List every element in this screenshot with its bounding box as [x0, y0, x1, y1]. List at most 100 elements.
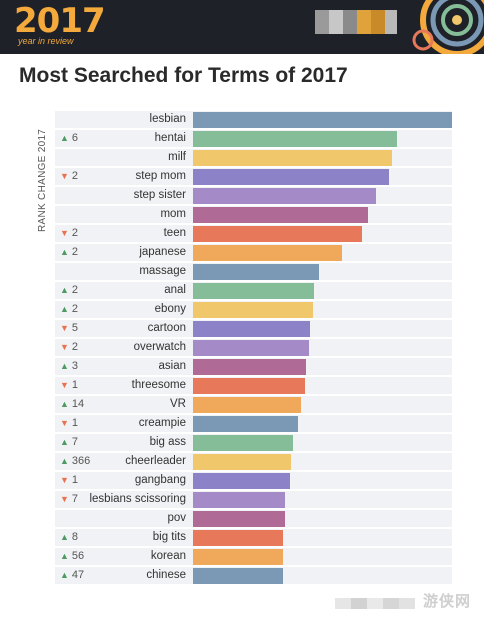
bar [193, 225, 362, 242]
term-label: anal [164, 284, 186, 296]
term-label: gangbang [134, 474, 186, 486]
rank-change: ▼ 2 [60, 167, 120, 186]
rank-down-icon: ▼ [60, 323, 69, 333]
bar [193, 567, 283, 584]
rank-change: ▲ 7 [60, 433, 120, 452]
rank-change: ▼ 5 [60, 319, 120, 338]
bar [193, 206, 368, 223]
bar [193, 377, 305, 394]
bar [193, 301, 313, 318]
rank-change: ▼ 2 [60, 338, 120, 357]
rank-change-value: 1 [71, 417, 79, 429]
term-label: milf [168, 151, 186, 163]
term-label: ebony [154, 303, 186, 315]
term-label: mom [160, 208, 186, 220]
rank-change-value: 7 [71, 436, 79, 448]
term-label: chinese [146, 569, 186, 581]
rank-change-value: 2 [71, 284, 79, 296]
rank-change: ▲ 2 [60, 281, 120, 300]
rank-change: ▼ 7 [60, 490, 120, 509]
bar [193, 111, 452, 128]
term-label: step sister [133, 189, 186, 201]
rank-change-value: 1 [71, 474, 79, 486]
brand-year: 2017 [14, 1, 106, 41]
bar [193, 339, 309, 356]
bar [193, 434, 293, 451]
rank-down-icon: ▼ [60, 380, 69, 390]
rank-change: ▲ 8 [60, 528, 120, 547]
bar [193, 168, 389, 185]
rank-change-value: 47 [71, 569, 85, 581]
rank-down-icon: ▼ [60, 494, 69, 504]
rank-down-icon: ▼ [60, 342, 69, 352]
term-label: creampie [138, 417, 186, 429]
bar [193, 187, 376, 204]
rank-up-icon: ▲ [60, 247, 69, 257]
bar [193, 453, 291, 470]
rank-up-icon: ▲ [60, 285, 69, 295]
rank-change-value: 6 [71, 132, 79, 144]
rank-change: ▲ 2 [60, 243, 120, 262]
rank-change-value: 1 [71, 379, 79, 391]
rank-change-value: 3 [71, 360, 79, 372]
term-label: overwatch [133, 341, 186, 353]
rank-change: ▼ 1 [60, 414, 120, 433]
term-label: lesbian [149, 113, 186, 125]
term-label: lesbians scissoring [89, 493, 186, 505]
header-banner: 2017 year in review [0, 0, 484, 54]
watermark-text: 游侠网 [423, 593, 472, 610]
chart-title: Most Searched for Terms of 2017 [19, 64, 348, 87]
rank-change-value: 2 [71, 341, 79, 353]
rank-change-value: 56 [71, 550, 85, 562]
rank-up-icon: ▲ [60, 133, 69, 143]
term-label: pov [167, 512, 186, 524]
term-label: threesome [131, 379, 186, 391]
bar [193, 396, 301, 413]
term-label: cartoon [147, 322, 186, 334]
term-label: massage [139, 265, 186, 277]
bar [193, 510, 285, 527]
rank-change: ▼ 1 [60, 471, 120, 490]
term-label: japanese [139, 246, 186, 258]
rank-change: ▲ 47 [60, 566, 120, 585]
rank-change-value: 7 [71, 493, 79, 505]
rank-up-icon: ▲ [60, 551, 69, 561]
rank-down-icon: ▼ [60, 475, 69, 485]
rank-down-icon: ▼ [60, 171, 69, 181]
bar [193, 149, 392, 166]
rank-change: ▼ 2 [60, 224, 120, 243]
decorative-circles-icon [412, 0, 484, 54]
bar [193, 130, 397, 147]
term-label: teen [163, 227, 186, 239]
bar [193, 358, 306, 375]
bar [193, 263, 319, 280]
brand-subtitle: year in review [18, 36, 74, 46]
rank-up-icon: ▲ [60, 456, 69, 466]
bar [193, 548, 283, 565]
term-label: cheerleader [125, 455, 186, 467]
footer [0, 594, 484, 621]
bar [193, 472, 290, 489]
rank-up-icon: ▲ [60, 532, 69, 542]
rank-up-icon: ▲ [60, 361, 69, 371]
rank-change-value: 2 [71, 303, 79, 315]
rank-change: ▲ 366 [60, 452, 120, 471]
term-label: asian [158, 360, 187, 372]
pixelated-logo [315, 10, 397, 34]
term-label: hentai [154, 132, 186, 144]
bar [193, 244, 342, 261]
rank-change-value: 8 [71, 531, 79, 543]
rank-change-value: 14 [71, 398, 85, 410]
rank-change: ▲ 14 [60, 395, 120, 414]
rank-change-value: 2 [71, 170, 79, 182]
rank-change-value: 366 [71, 455, 91, 467]
rank-change: ▲ 2 [60, 300, 120, 319]
term-label: VR [170, 398, 186, 410]
rank-up-icon: ▲ [60, 437, 69, 447]
rank-change-value: 2 [71, 246, 79, 258]
rank-up-icon: ▲ [60, 570, 69, 580]
rank-change-value: 5 [71, 322, 79, 334]
term-label: step mom [135, 170, 187, 182]
rank-change: ▲ 3 [60, 357, 120, 376]
term-label: big ass [149, 436, 186, 448]
